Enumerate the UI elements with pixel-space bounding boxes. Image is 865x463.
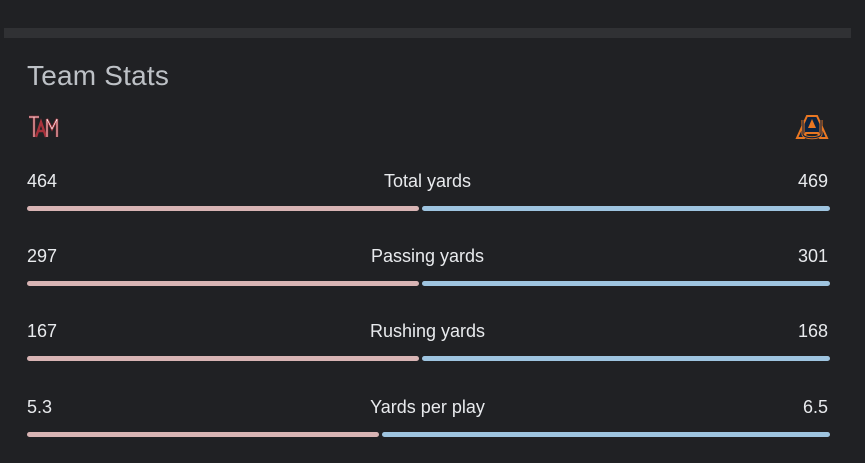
stat-row-total-yards: 464 Total yards 469 <box>4 171 851 231</box>
left-team-bar <box>27 281 419 286</box>
stat-label: Total yards <box>383 171 472 191</box>
right-team-value: 6.5 <box>802 397 828 417</box>
team-stats-card: Team Stats 464 Total yards 469 <box>4 38 851 463</box>
texas-am-logo-icon[interactable] <box>26 113 60 141</box>
right-team-value: 469 <box>797 171 828 191</box>
right-team-bar <box>382 432 830 437</box>
right-team-bar <box>422 281 830 286</box>
comparison-bar <box>27 281 830 286</box>
left-team-value: 464 <box>27 171 58 191</box>
previous-panel <box>4 0 851 28</box>
left-team-bar <box>27 206 419 211</box>
left-team-value: 167 <box>27 321 58 341</box>
left-team-bar <box>27 432 379 437</box>
comparison-bar <box>27 206 830 211</box>
section-divider <box>4 28 851 38</box>
left-team-value: 5.3 <box>27 397 53 417</box>
page-title: Team Stats <box>27 60 170 91</box>
left-team-bar <box>27 356 419 361</box>
left-team-value: 297 <box>27 246 58 266</box>
stat-row-passing-yards: 297 Passing yards 301 <box>4 246 851 306</box>
stat-label: Rushing yards <box>369 321 486 341</box>
stat-label: Yards per play <box>370 397 485 417</box>
comparison-bar <box>27 432 830 437</box>
right-team-bar <box>422 356 830 361</box>
stat-row-yards-per-play: 5.3 Yards per play 6.5 <box>4 397 851 457</box>
comparison-bar <box>27 356 830 361</box>
stat-label: Passing yards <box>370 246 485 266</box>
right-team-value: 168 <box>797 321 828 341</box>
right-team-value: 301 <box>797 246 828 266</box>
stat-row-rushing-yards: 167 Rushing yards 168 <box>4 321 851 381</box>
right-team-bar <box>422 206 830 211</box>
auburn-logo-icon[interactable] <box>794 112 830 142</box>
